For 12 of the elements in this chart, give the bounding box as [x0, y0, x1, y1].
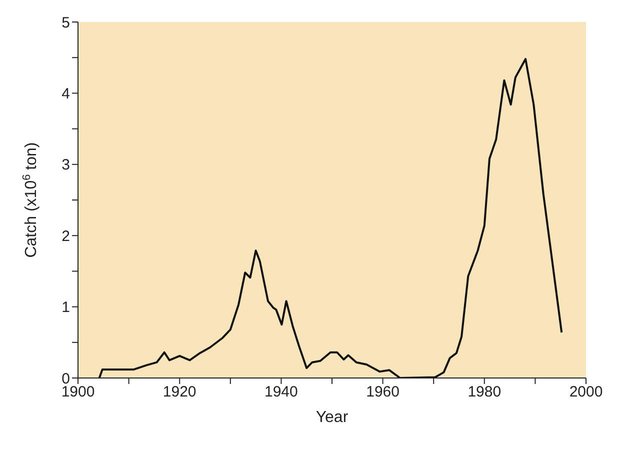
- x-tick-label: 1960: [366, 384, 400, 401]
- x-axis-title: Year: [316, 409, 349, 426]
- y-tick-label: 1: [62, 299, 70, 316]
- x-tick-label: 1920: [162, 384, 196, 401]
- x-tick-label: 2000: [569, 384, 603, 401]
- x-tick-label: 1980: [468, 384, 502, 401]
- y-tick-label: 4: [62, 86, 70, 103]
- y-tick-label: 3: [62, 156, 70, 174]
- x-tick-label: 1940: [264, 384, 298, 401]
- y-tick-label: 2: [62, 228, 70, 245]
- y-tick-label: 5: [62, 14, 70, 32]
- line-series: [98, 58, 563, 378]
